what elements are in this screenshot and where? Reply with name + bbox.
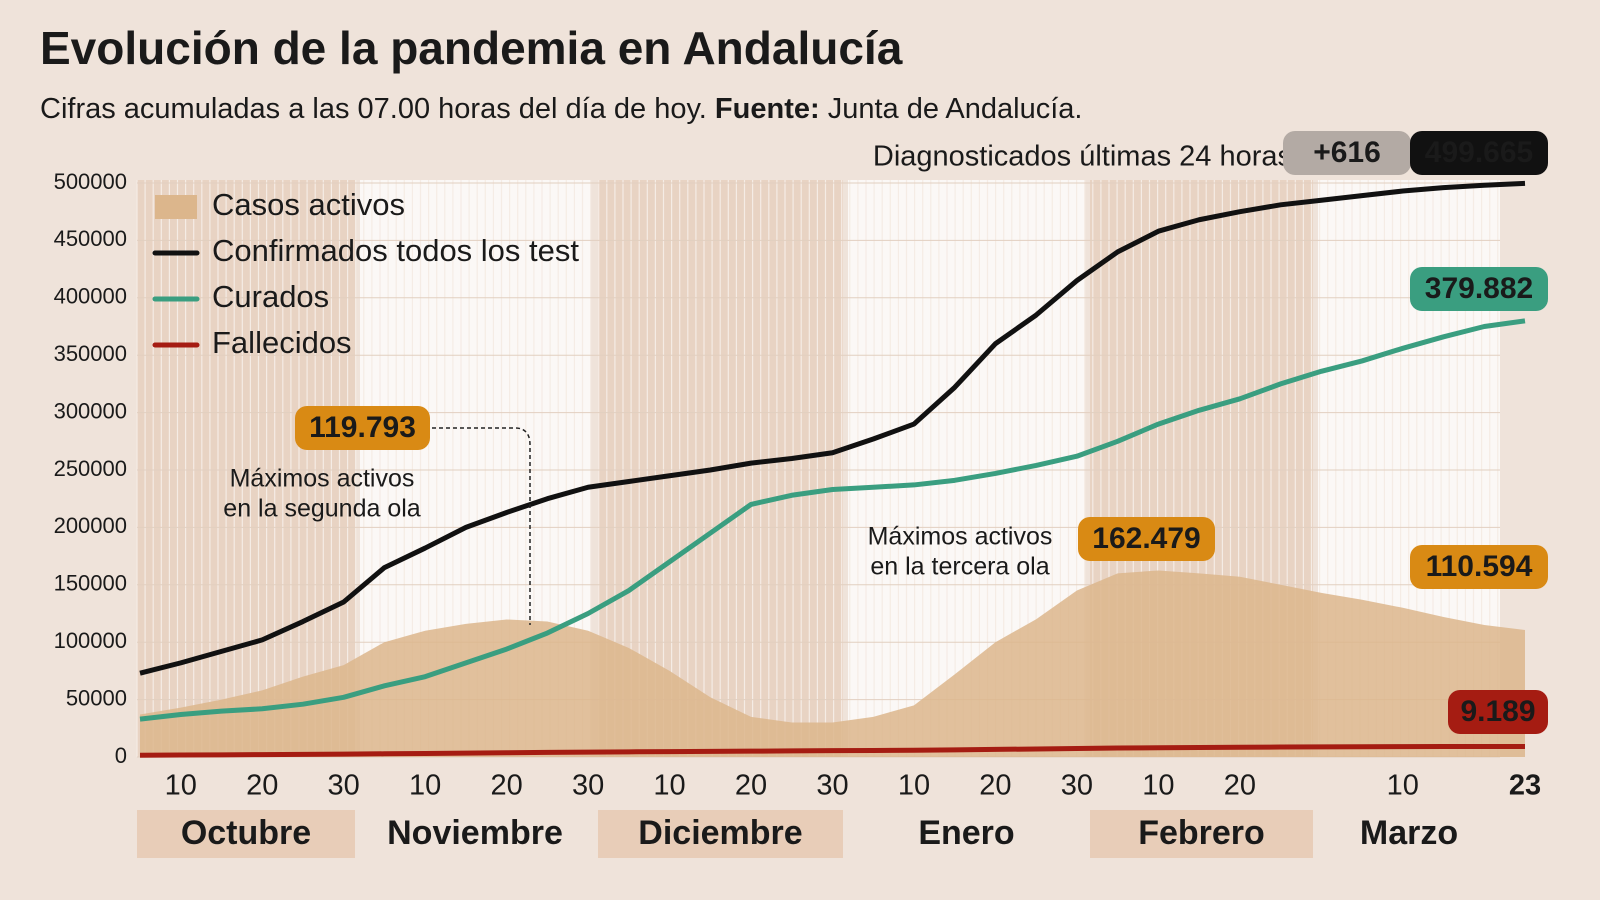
y-tick-label: 250000 [54, 456, 127, 481]
connector [432, 427, 531, 625]
month-box [598, 810, 843, 858]
annotation: Máximos activos [868, 523, 1053, 551]
x-tick-label: 30 [328, 770, 360, 802]
x-tick-label: 30 [1061, 770, 1093, 802]
value-label: 110.594 [1426, 550, 1533, 583]
x-tick-label: 20 [979, 770, 1011, 802]
y-tick-label: 100000 [54, 628, 127, 653]
x-tick-label: 20 [246, 770, 278, 802]
line [139, 743, 1526, 758]
legend-label: Confirmados todos los test [212, 233, 579, 268]
value-label: 499.665 [1425, 136, 1533, 169]
legend-label: Curados [212, 279, 329, 314]
subtitle-source-label: Fuente: [715, 93, 820, 125]
month-label: Diciembre [638, 814, 802, 852]
x-tick-label: 20 [735, 770, 767, 802]
legend-label: Fallecidos [212, 325, 352, 360]
y-tick-label: 300000 [54, 398, 127, 423]
value-badge [1410, 545, 1548, 589]
chart-title: Evolución de la pandemia en Andalucía [40, 22, 903, 74]
y-tick-label: 450000 [54, 226, 127, 251]
legend-label: Casos activos [212, 187, 405, 222]
x-tick-label: 10 [165, 770, 197, 802]
daily-new-value: +616 [1313, 136, 1381, 169]
annotation: Máximos activos [230, 465, 415, 493]
month-label: Enero [918, 814, 1014, 852]
x-tick-label: 10 [653, 770, 685, 802]
month-box [1090, 810, 1313, 858]
y-tick-label: 150000 [54, 571, 127, 596]
value-label: 162.479 [1092, 522, 1200, 555]
daily-new-label: Diagnosticados últimas 24 horas [873, 141, 1292, 173]
x-tick-label: 30 [572, 770, 604, 802]
legend-swatch [155, 195, 197, 219]
value-badge [295, 406, 430, 450]
y-tick-label: 50000 [66, 685, 127, 710]
y-tick-label: 0 [115, 743, 127, 768]
subtitle-text: Cifras acumuladas a las 07.00 horas del … [40, 93, 707, 125]
month-band [137, 180, 355, 757]
value-badge [1448, 690, 1548, 734]
overlay: 0 50000 100000 150000 200000 250000 300000 3500… [54, 131, 1548, 858]
subtitle-source: Junta de Andalucía. [828, 93, 1083, 125]
value-badge [1410, 267, 1548, 311]
x-tick-label: 10 [898, 770, 930, 802]
y-tick-label: 400000 [54, 284, 127, 309]
annotation: en la tercera ola [870, 553, 1049, 581]
value-label: 9.189 [1460, 695, 1535, 728]
month-label: Noviembre [387, 814, 563, 852]
value-badge [1410, 131, 1548, 175]
line [139, 180, 1526, 676]
subtitle: Cifras acumuladas a las 07.00 horas del … [40, 93, 1082, 125]
annotation: en la segunda ola [223, 495, 420, 523]
x-tick-label: 10 [1387, 770, 1419, 802]
x-tick-label: 10 [409, 770, 441, 802]
x-tick-label: 23 [1509, 770, 1541, 802]
y-tick-label: 500000 [54, 169, 127, 194]
month-label: Octubre [181, 814, 311, 852]
area [140, 570, 1525, 757]
value-label: 119.793 [309, 411, 416, 444]
month-label: Febrero [1138, 814, 1265, 852]
y-tick-label: 200000 [54, 513, 127, 538]
x-tick-label: 30 [816, 770, 848, 802]
line [139, 318, 1526, 722]
value-badge [1078, 517, 1215, 561]
x-tick-label: 20 [1224, 770, 1256, 802]
x-tick-label: 20 [490, 770, 522, 802]
x-tick-label: 10 [1142, 770, 1174, 802]
month-box [137, 810, 355, 858]
value-label: 379.882 [1425, 272, 1533, 305]
month-label: Marzo [1360, 814, 1458, 852]
y-tick-label: 350000 [54, 341, 127, 366]
plot [139, 180, 1526, 758]
daily-new-badge [1283, 131, 1411, 175]
